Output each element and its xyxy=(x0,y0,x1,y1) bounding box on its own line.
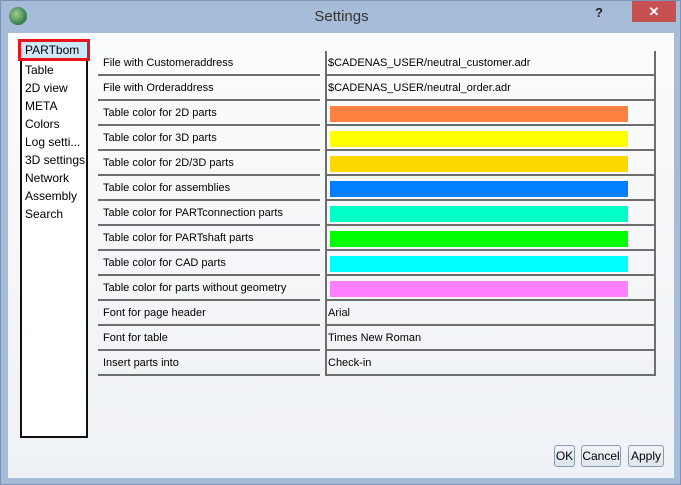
setting-value[interactable] xyxy=(325,251,656,276)
setting-label: Table color for parts without geometry xyxy=(98,276,320,301)
color-swatch[interactable] xyxy=(330,281,628,297)
setting-row: Table color for PARTshaft parts xyxy=(98,226,656,251)
setting-label: File with Customeraddress xyxy=(98,51,320,76)
setting-label: Table color for PARTshaft parts xyxy=(98,226,320,251)
setting-value[interactable] xyxy=(325,126,656,151)
sidebar-item-assembly[interactable]: Assembly xyxy=(25,189,78,203)
sidebar-item-3d-settings[interactable]: 3D settings xyxy=(25,153,86,167)
setting-row: Font for table Times New Roman xyxy=(98,326,656,351)
setting-label: Table color for CAD parts xyxy=(98,251,320,276)
color-swatch[interactable] xyxy=(330,156,628,172)
setting-label: Table color for 2D parts xyxy=(98,101,320,126)
sidebar-item-colors[interactable]: Colors xyxy=(25,117,60,131)
setting-value[interactable]: Arial xyxy=(325,301,656,326)
sidebar-item-table[interactable]: Table xyxy=(25,63,54,77)
apply-button[interactable]: Apply xyxy=(628,445,664,467)
sidebar-item-log-setti[interactable]: Log setti... xyxy=(25,135,81,149)
setting-label: Font for page header xyxy=(98,301,320,326)
setting-row: Table color for 2D/3D parts xyxy=(98,151,656,176)
setting-value[interactable]: Times New Roman xyxy=(325,326,656,351)
color-swatch[interactable] xyxy=(330,181,628,197)
sidebar-item-2d-view[interactable]: 2D view xyxy=(25,81,68,95)
setting-label: Insert parts into xyxy=(98,351,320,376)
sidebar-item-partbom[interactable]: PARTbom xyxy=(18,39,90,61)
sidebar-item-search[interactable]: Search xyxy=(25,207,64,221)
setting-value[interactable] xyxy=(325,151,656,176)
setting-value[interactable]: $CADENAS_USER/neutral_order.adr xyxy=(325,76,656,101)
setting-value[interactable] xyxy=(325,101,656,126)
dialog-body: PARTbom Table 2D view META Colors Log setti..… xyxy=(8,33,674,478)
setting-row: Insert parts into Check-in xyxy=(98,351,656,376)
sidebar-item-network[interactable]: Network xyxy=(25,171,70,185)
ok-button[interactable]: OK xyxy=(554,445,575,467)
setting-row: Font for page header Arial xyxy=(98,301,656,326)
setting-row: Table color for parts without geometry xyxy=(98,276,656,301)
color-swatch[interactable] xyxy=(330,256,628,272)
color-swatch[interactable] xyxy=(330,106,628,122)
settings-table: File with Customeraddress $CADENAS_USER/n… xyxy=(98,51,656,376)
color-swatch[interactable] xyxy=(330,206,628,222)
cancel-button[interactable]: Cancel xyxy=(581,445,621,467)
setting-value[interactable] xyxy=(325,276,656,301)
help-button[interactable]: ? xyxy=(595,5,603,20)
setting-row: Table color for assemblies xyxy=(98,176,656,201)
color-swatch[interactable] xyxy=(330,231,628,247)
setting-row: Table color for CAD parts xyxy=(98,251,656,276)
setting-label: File with Orderaddress xyxy=(98,76,320,101)
setting-row: Table color for 3D parts xyxy=(98,126,656,151)
sidebar-item-meta[interactable]: META xyxy=(25,99,58,113)
setting-value[interactable] xyxy=(325,176,656,201)
setting-value[interactable] xyxy=(325,226,656,251)
setting-value[interactable] xyxy=(325,201,656,226)
category-list[interactable]: PARTbom Table 2D view META Colors Log setti..… xyxy=(18,39,90,438)
app-logo-icon xyxy=(9,7,27,25)
setting-label: Table color for 3D parts xyxy=(98,126,320,151)
setting-value[interactable]: Check-in xyxy=(325,351,656,376)
title-bar[interactable]: Settings ? ✕ xyxy=(1,1,681,33)
setting-row: File with Customeraddress $CADENAS_USER/n… xyxy=(98,51,656,76)
setting-label: Table color for assemblies xyxy=(98,176,320,201)
setting-value[interactable]: $CADENAS_USER/neutral_customer.adr xyxy=(325,51,656,76)
setting-label: Table color for PARTconnection parts xyxy=(98,201,320,226)
window-title: Settings xyxy=(314,8,369,25)
setting-row: Table color for 2D parts xyxy=(98,101,656,126)
setting-label: Table color for 2D/3D parts xyxy=(98,151,320,176)
color-swatch[interactable] xyxy=(330,131,628,147)
setting-label: Font for table xyxy=(98,326,320,351)
close-button[interactable]: ✕ xyxy=(632,1,676,22)
setting-row: File with Orderaddress $CADENAS_USER/neut… xyxy=(98,76,656,101)
setting-row: Table color for PARTconnection parts xyxy=(98,201,656,226)
